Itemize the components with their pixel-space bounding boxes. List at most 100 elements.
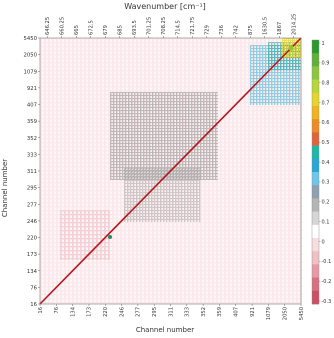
- colorbar: 1 0.9 0.8 0.7 0.6 0.5 0.4 0.3 0.2 0.1 0 -0.1 -0.2 -0.…: [311, 39, 331, 305]
- stripe: [48, 38, 50, 304]
- stripe: [60, 242, 110, 244]
- top-tick-label: 729: [205, 25, 211, 35]
- stripe: [60, 218, 110, 220]
- top-tick-label: 672.5: [89, 20, 95, 35]
- bottom-tick-label: 76: [54, 307, 60, 314]
- stripe: [124, 177, 200, 179]
- stripe: [277, 42, 279, 70]
- stripe: [173, 92, 175, 180]
- top-tick-label: 1630.5: [263, 17, 269, 35]
- stripe: [178, 168, 180, 222]
- stripe: [40, 202, 301, 204]
- stripe: [110, 122, 218, 124]
- stripe: [280, 42, 282, 70]
- stripe: [40, 198, 301, 200]
- top-tick-label: 679: [103, 25, 109, 35]
- colorbar-segment: [312, 79, 319, 94]
- top-tick-label: 1867: [277, 22, 283, 35]
- stripe: [196, 168, 198, 222]
- bottom-tick-labels: 16 76 134 173 220 246 277 295 311 333 352 359 407 921…: [38, 304, 305, 320]
- stripe: [288, 38, 290, 304]
- stripe: [52, 38, 54, 304]
- stripe: [151, 168, 153, 222]
- top-tick-label: 685: [118, 25, 124, 35]
- stripe: [110, 92, 218, 94]
- stripe: [146, 92, 148, 180]
- stripe: [40, 290, 301, 292]
- left-tick-label: 1079: [24, 69, 37, 75]
- stripe: [124, 192, 200, 194]
- stripe: [124, 201, 200, 203]
- colorbar-tick-label: 0.1: [322, 219, 330, 225]
- stripe: [284, 38, 286, 304]
- bottom-tick-label: 2050: [282, 307, 288, 320]
- lower-gray-block: [124, 168, 201, 222]
- stripe: [133, 168, 135, 222]
- stripe: [110, 173, 218, 175]
- stripe: [244, 38, 246, 304]
- stripe: [40, 54, 301, 56]
- stripe: [193, 168, 195, 222]
- stripe: [128, 92, 130, 180]
- stripe: [60, 214, 110, 216]
- stripe: [157, 168, 159, 222]
- stripe: [250, 87, 300, 89]
- left-tick-label: 333: [27, 152, 37, 158]
- left-tick-label: 352: [27, 136, 37, 142]
- stripe: [40, 190, 301, 192]
- stripe: [191, 92, 193, 180]
- left-tick-label: 295: [27, 186, 37, 192]
- bottom-tick-label: 333: [185, 307, 191, 317]
- stripe: [142, 168, 144, 222]
- stripe: [176, 92, 178, 180]
- stripe: [250, 102, 300, 104]
- stripe: [250, 99, 300, 101]
- stripe: [124, 213, 200, 215]
- stripe: [40, 254, 301, 256]
- stripe: [40, 262, 301, 264]
- stripe: [203, 92, 205, 180]
- stripe: [40, 270, 301, 272]
- stripe: [56, 38, 58, 304]
- left-tick-label: 2050: [24, 53, 38, 59]
- stripe: [100, 210, 102, 260]
- diagonal-marker: [108, 235, 112, 239]
- diagonal-line: [39, 37, 302, 305]
- stripe: [60, 210, 62, 260]
- stripe: [220, 38, 222, 304]
- stripe: [268, 69, 301, 71]
- colorbar-tick-label: 0.5: [322, 140, 330, 146]
- stripe: [110, 158, 218, 160]
- stripe: [40, 38, 301, 40]
- stripe: [125, 92, 127, 180]
- stripe: [40, 42, 301, 44]
- stripe: [84, 210, 86, 260]
- stripe: [76, 210, 78, 260]
- stripe: [185, 92, 187, 180]
- stripe: [110, 95, 218, 97]
- stripe: [44, 38, 46, 304]
- bottom-axis-title: Channel number: [136, 326, 194, 334]
- stripe: [152, 92, 154, 180]
- bottom-tick-label: 277: [136, 307, 142, 317]
- bottom-tick-label: 407: [234, 307, 240, 317]
- left-tick-label: 311: [27, 169, 37, 175]
- stripe: [40, 230, 301, 232]
- stripe: [110, 107, 218, 109]
- stripe: [40, 210, 301, 212]
- stripe: [110, 143, 218, 145]
- stripe: [276, 38, 278, 304]
- stripe: [110, 167, 218, 169]
- stripe: [110, 119, 218, 121]
- stripe: [64, 210, 66, 260]
- stripe: [136, 168, 138, 222]
- stripe: [124, 189, 200, 191]
- stripe: [40, 246, 301, 248]
- stripe: [110, 146, 218, 148]
- stripe: [116, 92, 118, 180]
- stripe: [40, 266, 301, 268]
- stripe: [40, 194, 301, 196]
- top-axis-title: Wavenumber [cm⁻¹]: [124, 2, 206, 11]
